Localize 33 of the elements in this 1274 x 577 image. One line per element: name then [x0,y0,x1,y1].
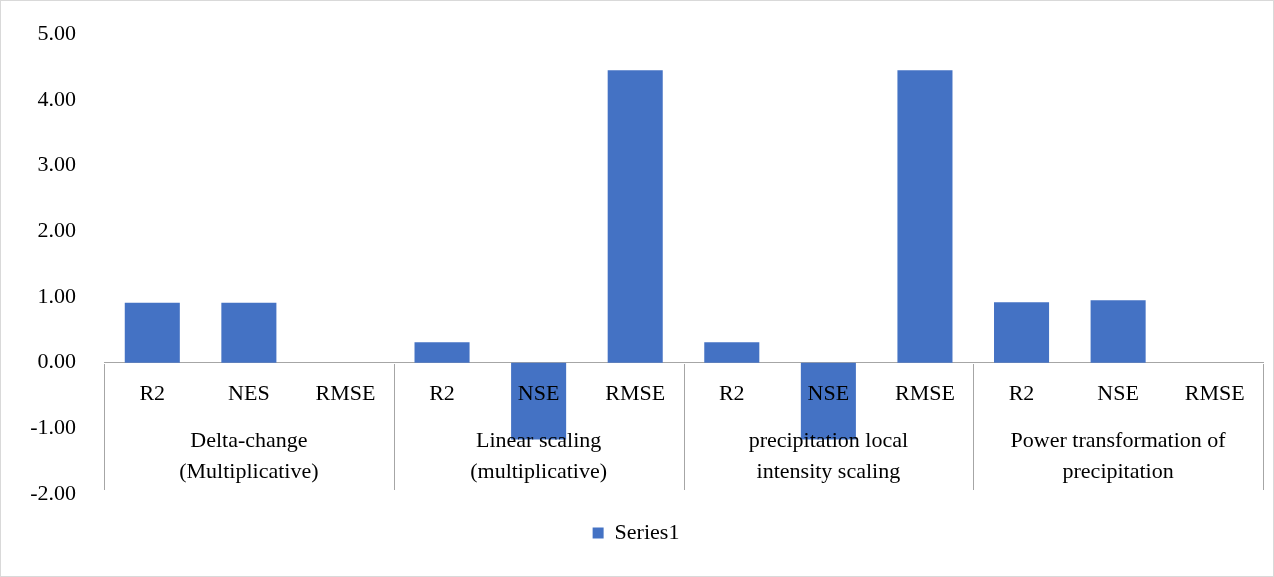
bar [607,70,663,363]
x-tick-label: R2 [139,380,166,406]
x-tick-label: NSE [517,380,560,406]
x-tick-label: NES [228,380,270,406]
bar [221,302,277,363]
bar [994,302,1050,363]
y-tick-label: 1.00 [37,282,76,308]
bar [414,342,470,363]
annotation: Power transformation of precipitation [1010,427,1227,484]
y-tick-label: 0.00 [37,348,76,374]
x-tick-label: NSE [1097,380,1139,406]
x-tick-label: RMSE [1184,380,1245,406]
bar [704,342,760,363]
annotation: Delta-change (Multiplicative) [179,427,319,484]
x-tick-label: RMSE [895,380,955,406]
y-tick-label: 3.00 [37,151,76,177]
annotation: Linear scaling (multiplicative) [470,427,608,484]
bar [124,302,180,363]
annotation: precipitation local intensity scaling [748,427,909,484]
x-tick-label: R2 [718,380,745,406]
x-tick-label: RMSE [315,380,376,406]
x-tick-label: R2 [1008,380,1035,406]
y-tick-label: 5.00 [37,19,76,45]
y-tick-label: 4.00 [37,85,76,111]
legend-label: Series1 [614,518,680,544]
bar [897,70,953,363]
y-tick-label: -1.00 [30,414,76,440]
y-tick-label: 2.00 [37,217,76,243]
bar [1090,300,1146,363]
y-tick-label: -2.00 [30,479,76,505]
x-tick-label: RMSE [605,380,666,406]
x-tick-label: NSE [807,380,850,406]
x-tick-label: R2 [429,380,455,406]
